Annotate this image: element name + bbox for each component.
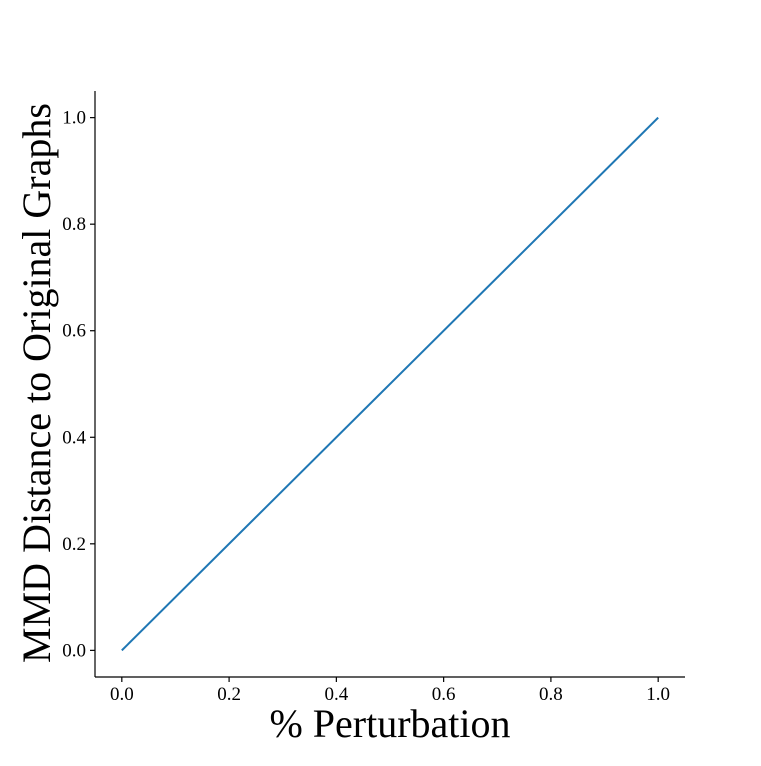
y-axis-title: MMD Distance to Original Graphs	[14, 103, 59, 663]
y-tick-label: 0.4	[62, 427, 86, 448]
series-line	[121, 116, 659, 652]
y-tick-label: 0.0	[62, 640, 86, 661]
series-lines	[121, 116, 659, 652]
axes	[94, 91, 685, 678]
x-tick-label: 0.6	[432, 684, 456, 705]
x-ticks: 0.0 0.2 0.4 0.6 0.8 1.0	[110, 677, 670, 705]
y-tick-label: 0.2	[62, 534, 86, 555]
y-tick-label: 0.8	[62, 214, 86, 235]
y-tick-label: 1.0	[62, 108, 86, 129]
x-tick-label: 1.0	[646, 684, 670, 705]
x-tick-label: 0.0	[110, 684, 134, 705]
x-axis-title: % Perturbation	[269, 701, 510, 746]
x-tick-label: 0.4	[324, 684, 348, 705]
y-ticks: 0.0 0.2 0.4 0.6 0.8 1.0	[62, 108, 95, 661]
x-tick-label: 0.2	[217, 684, 241, 705]
y-tick-label: 0.6	[62, 321, 86, 342]
x-tick-label: 0.8	[539, 684, 563, 705]
